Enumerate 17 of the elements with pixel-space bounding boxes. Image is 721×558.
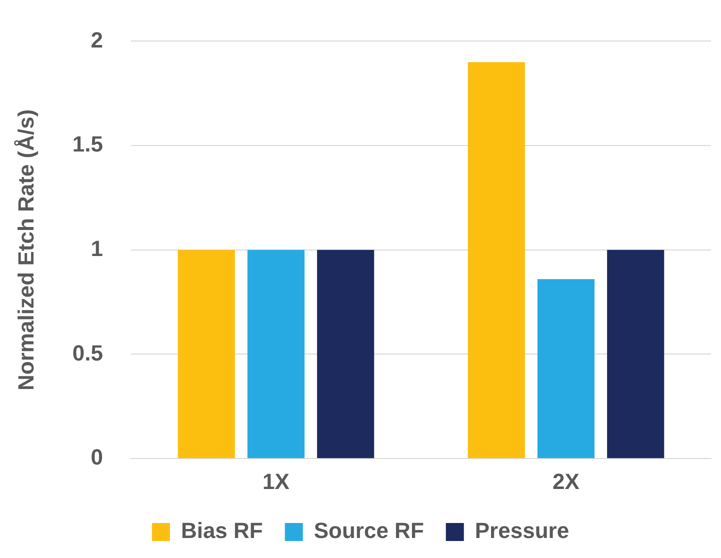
y-tick-label: 0.5 (72, 340, 103, 366)
y-tick-label: 0 (90, 444, 103, 470)
bar (178, 250, 235, 458)
y-tick-label: 1 (90, 236, 103, 261)
x-tick-label: 1X (262, 468, 290, 494)
bar (607, 250, 664, 458)
y-tick-label: 2 (90, 27, 103, 52)
y-tick-label: 1.5 (72, 132, 103, 157)
x-tick-label: 2X (552, 468, 580, 494)
legend-label: Pressure (474, 518, 570, 544)
legend-label: Bias RF (180, 518, 263, 544)
legend-label: Source RF (314, 518, 424, 544)
bar (247, 250, 305, 458)
bar (468, 62, 525, 458)
bar (317, 250, 374, 458)
bar (537, 279, 595, 458)
y-axis-title: Normalized Etch Rate (Å/s) (13, 109, 38, 390)
